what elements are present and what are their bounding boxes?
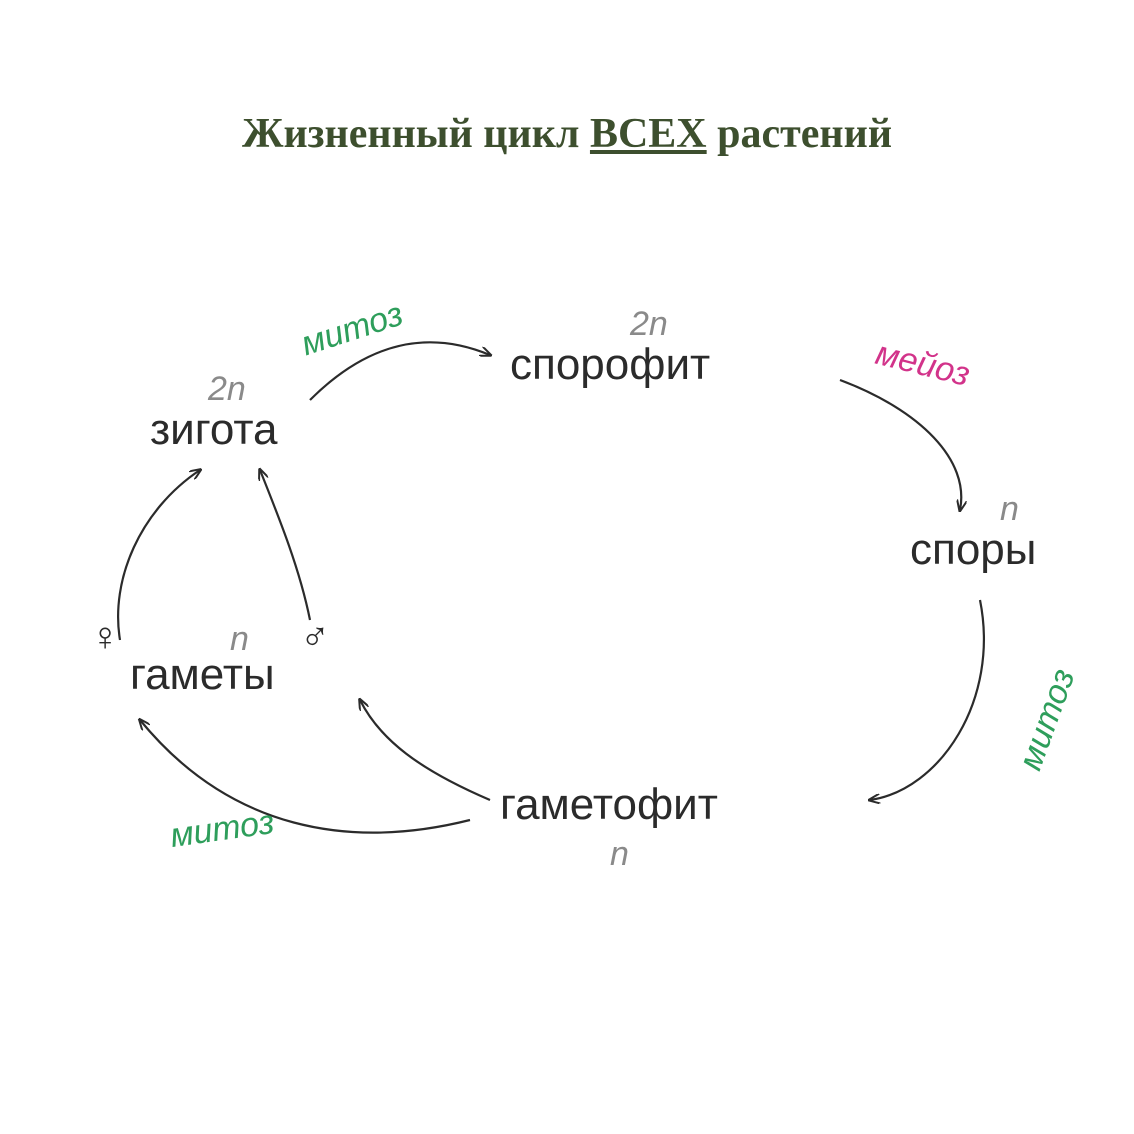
arrow-gametes_male-to-zygote [260, 470, 310, 620]
node-gametes: гаметы [130, 650, 275, 700]
gametophyte-ploidy: n [610, 835, 629, 874]
male-symbol: ♂ [300, 615, 330, 660]
node-sporophyte: спорофит [510, 340, 710, 390]
arrow-gametophyte-to-gametes_male [360, 700, 490, 800]
node-zygote: зигота [150, 405, 277, 455]
node-gametophyte: гаметофит [500, 780, 718, 830]
zygote-ploidy: 2n [208, 370, 246, 409]
lifecycle-diagram: 2n спорофит n споры гаметофит n n гаметы… [0, 0, 1134, 1134]
arrow-sporophyte-to-spores [840, 380, 961, 510]
arrow-gametes_female-to-zygote [118, 470, 200, 640]
node-spores: споры [910, 525, 1036, 575]
arrow-spores-to-gametophyte [870, 600, 984, 800]
sporophyte-ploidy: 2n [630, 305, 668, 344]
female-symbol: ♀ [90, 615, 120, 660]
spores-ploidy: n [1000, 490, 1019, 529]
